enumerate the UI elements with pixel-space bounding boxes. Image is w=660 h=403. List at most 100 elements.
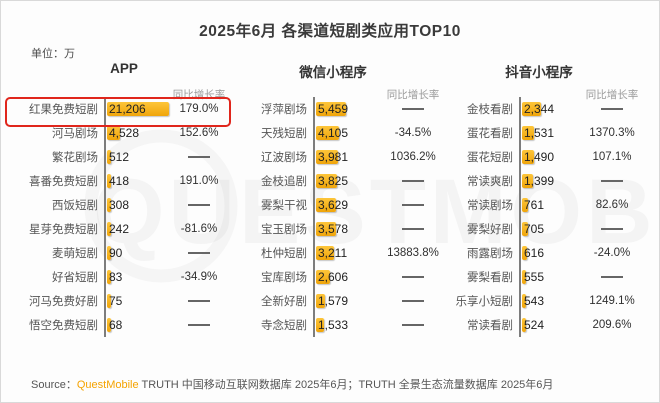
value-label: 705 [524, 222, 545, 236]
value-bar [316, 102, 346, 116]
growth-value [357, 103, 469, 115]
growth-value: 152.6% [179, 127, 219, 139]
growth-value [166, 151, 232, 163]
value-bar [522, 294, 526, 308]
growth-value: 179.0% [179, 103, 219, 115]
growth-value [166, 199, 232, 211]
growth-value [569, 271, 655, 283]
value-bar [107, 318, 111, 332]
app-name: 宝玉剧场 [261, 224, 307, 236]
value-label: 83 [109, 270, 123, 284]
table-row: 常读剧场 761 82.6% [449, 193, 655, 217]
value-label: 1,531 [524, 126, 555, 140]
no-data-dash [188, 155, 210, 158]
growth-rate-header: 同比增长率 [585, 89, 639, 101]
highlight-box-top-app [5, 97, 231, 127]
bar-cell: 68 [104, 313, 166, 337]
no-data-dash [402, 323, 424, 326]
bar-cell: 1,399 [519, 169, 569, 193]
app-name: 繁花剧场 [52, 152, 98, 164]
app-name: 杜仲短剧 [261, 248, 307, 260]
bar-cell: 5,459 [313, 97, 357, 121]
no-data-dash [402, 179, 424, 182]
growth-value [569, 175, 655, 187]
section-header-app: APP [110, 61, 138, 76]
value-bar [107, 198, 111, 212]
value-label: 616 [524, 246, 545, 260]
value-bar [316, 246, 334, 260]
bar-cell: 1,531 [519, 121, 569, 145]
bar-cell: 3,629 [313, 193, 357, 217]
value-bar [107, 222, 111, 236]
no-data-dash [601, 275, 623, 278]
app-name: 悟空免费短剧 [29, 320, 98, 332]
growth-value [357, 199, 469, 211]
bar-cell: 4,528 [104, 121, 166, 145]
growth-value [357, 223, 469, 235]
table-row: 浮萍剧场 5,459 [249, 97, 469, 121]
table-row: 辽波剧场 3,981 1036.2% [249, 145, 469, 169]
no-data-dash [601, 179, 623, 182]
value-label: 2,606 [318, 270, 349, 284]
source-footnote: Source：QuestMobile TRUTH 中国移动互联网数据库 2025… [31, 376, 553, 392]
value-label: 524 [524, 318, 545, 332]
value-bar [316, 294, 325, 308]
app-name: 西饭短剧 [52, 200, 98, 212]
table-row: 西饭短剧 308 [9, 193, 232, 217]
app-name: 雨露剧场 [467, 248, 513, 260]
value-bar [107, 294, 111, 308]
table-row: 全新好剧 1,579 [249, 289, 469, 313]
table-row: 河马剧场 4,528 152.6% [9, 121, 232, 145]
value-bar [522, 102, 541, 116]
app-name: 宝库剧场 [261, 272, 307, 284]
bar-cell: 705 [519, 217, 569, 241]
bar-cell: 2,606 [313, 265, 357, 289]
app-name: 麦萌短剧 [52, 248, 98, 260]
table-row: 宝玉剧场 3,578 [249, 217, 469, 241]
growth-value [357, 295, 469, 307]
value-label: 90 [109, 246, 123, 260]
table-row: 繁花剧场 512 [9, 145, 232, 169]
table-row: 天残短剧 4,105 -34.5% [249, 121, 469, 145]
value-bar [316, 270, 330, 284]
no-data-dash [402, 107, 424, 110]
app-name: 天残短剧 [261, 128, 307, 140]
value-bar [522, 246, 527, 260]
table-row: 雾梨干视 3,629 [249, 193, 469, 217]
bar-cell: 2,344 [519, 97, 569, 121]
value-label: 308 [109, 198, 130, 212]
app-name: 星芽免费短剧 [29, 224, 98, 236]
section-header-wechat: 微信小程序 [299, 65, 367, 80]
app-name: 喜番免费短剧 [29, 176, 98, 188]
value-bar [107, 126, 120, 140]
growth-value: 209.6% [592, 319, 632, 331]
app-name: 常读爽剧 [467, 176, 513, 188]
value-label: 4,105 [318, 126, 349, 140]
bar-cell: 543 [519, 289, 569, 313]
value-bar [316, 174, 337, 188]
no-data-dash [402, 203, 424, 206]
section-rows: 金枝看剧 2,344 蛋花看剧 1,531 1370.3% 蛋花短剧 1,490… [449, 97, 655, 337]
value-label: 761 [524, 198, 545, 212]
growth-value [357, 175, 469, 187]
growth-value: -81.6% [180, 223, 218, 235]
value-bar [316, 126, 339, 140]
value-bar [522, 174, 533, 188]
value-bar [522, 150, 534, 164]
app-name: 红果免费短剧 [29, 104, 98, 116]
table-row: 金枝看剧 2,344 [449, 97, 655, 121]
growth-value [166, 295, 232, 307]
value-label: 75 [109, 294, 123, 308]
growth-value: 82.6% [595, 199, 629, 211]
bar-cell: 83 [104, 265, 166, 289]
section-header-douyin: 抖音小程序 [505, 65, 573, 80]
growth-value: 1370.3% [589, 127, 635, 139]
page-title: 2025年6月 各渠道短剧类应用TOP10 [199, 23, 461, 40]
app-name: 河马免费好剧 [29, 296, 98, 308]
table-row: 常读看剧 524 209.6% [449, 313, 655, 337]
app-name: 金枝追剧 [261, 176, 307, 188]
bar-cell: 761 [519, 193, 569, 217]
value-label: 3,211 [318, 246, 348, 260]
